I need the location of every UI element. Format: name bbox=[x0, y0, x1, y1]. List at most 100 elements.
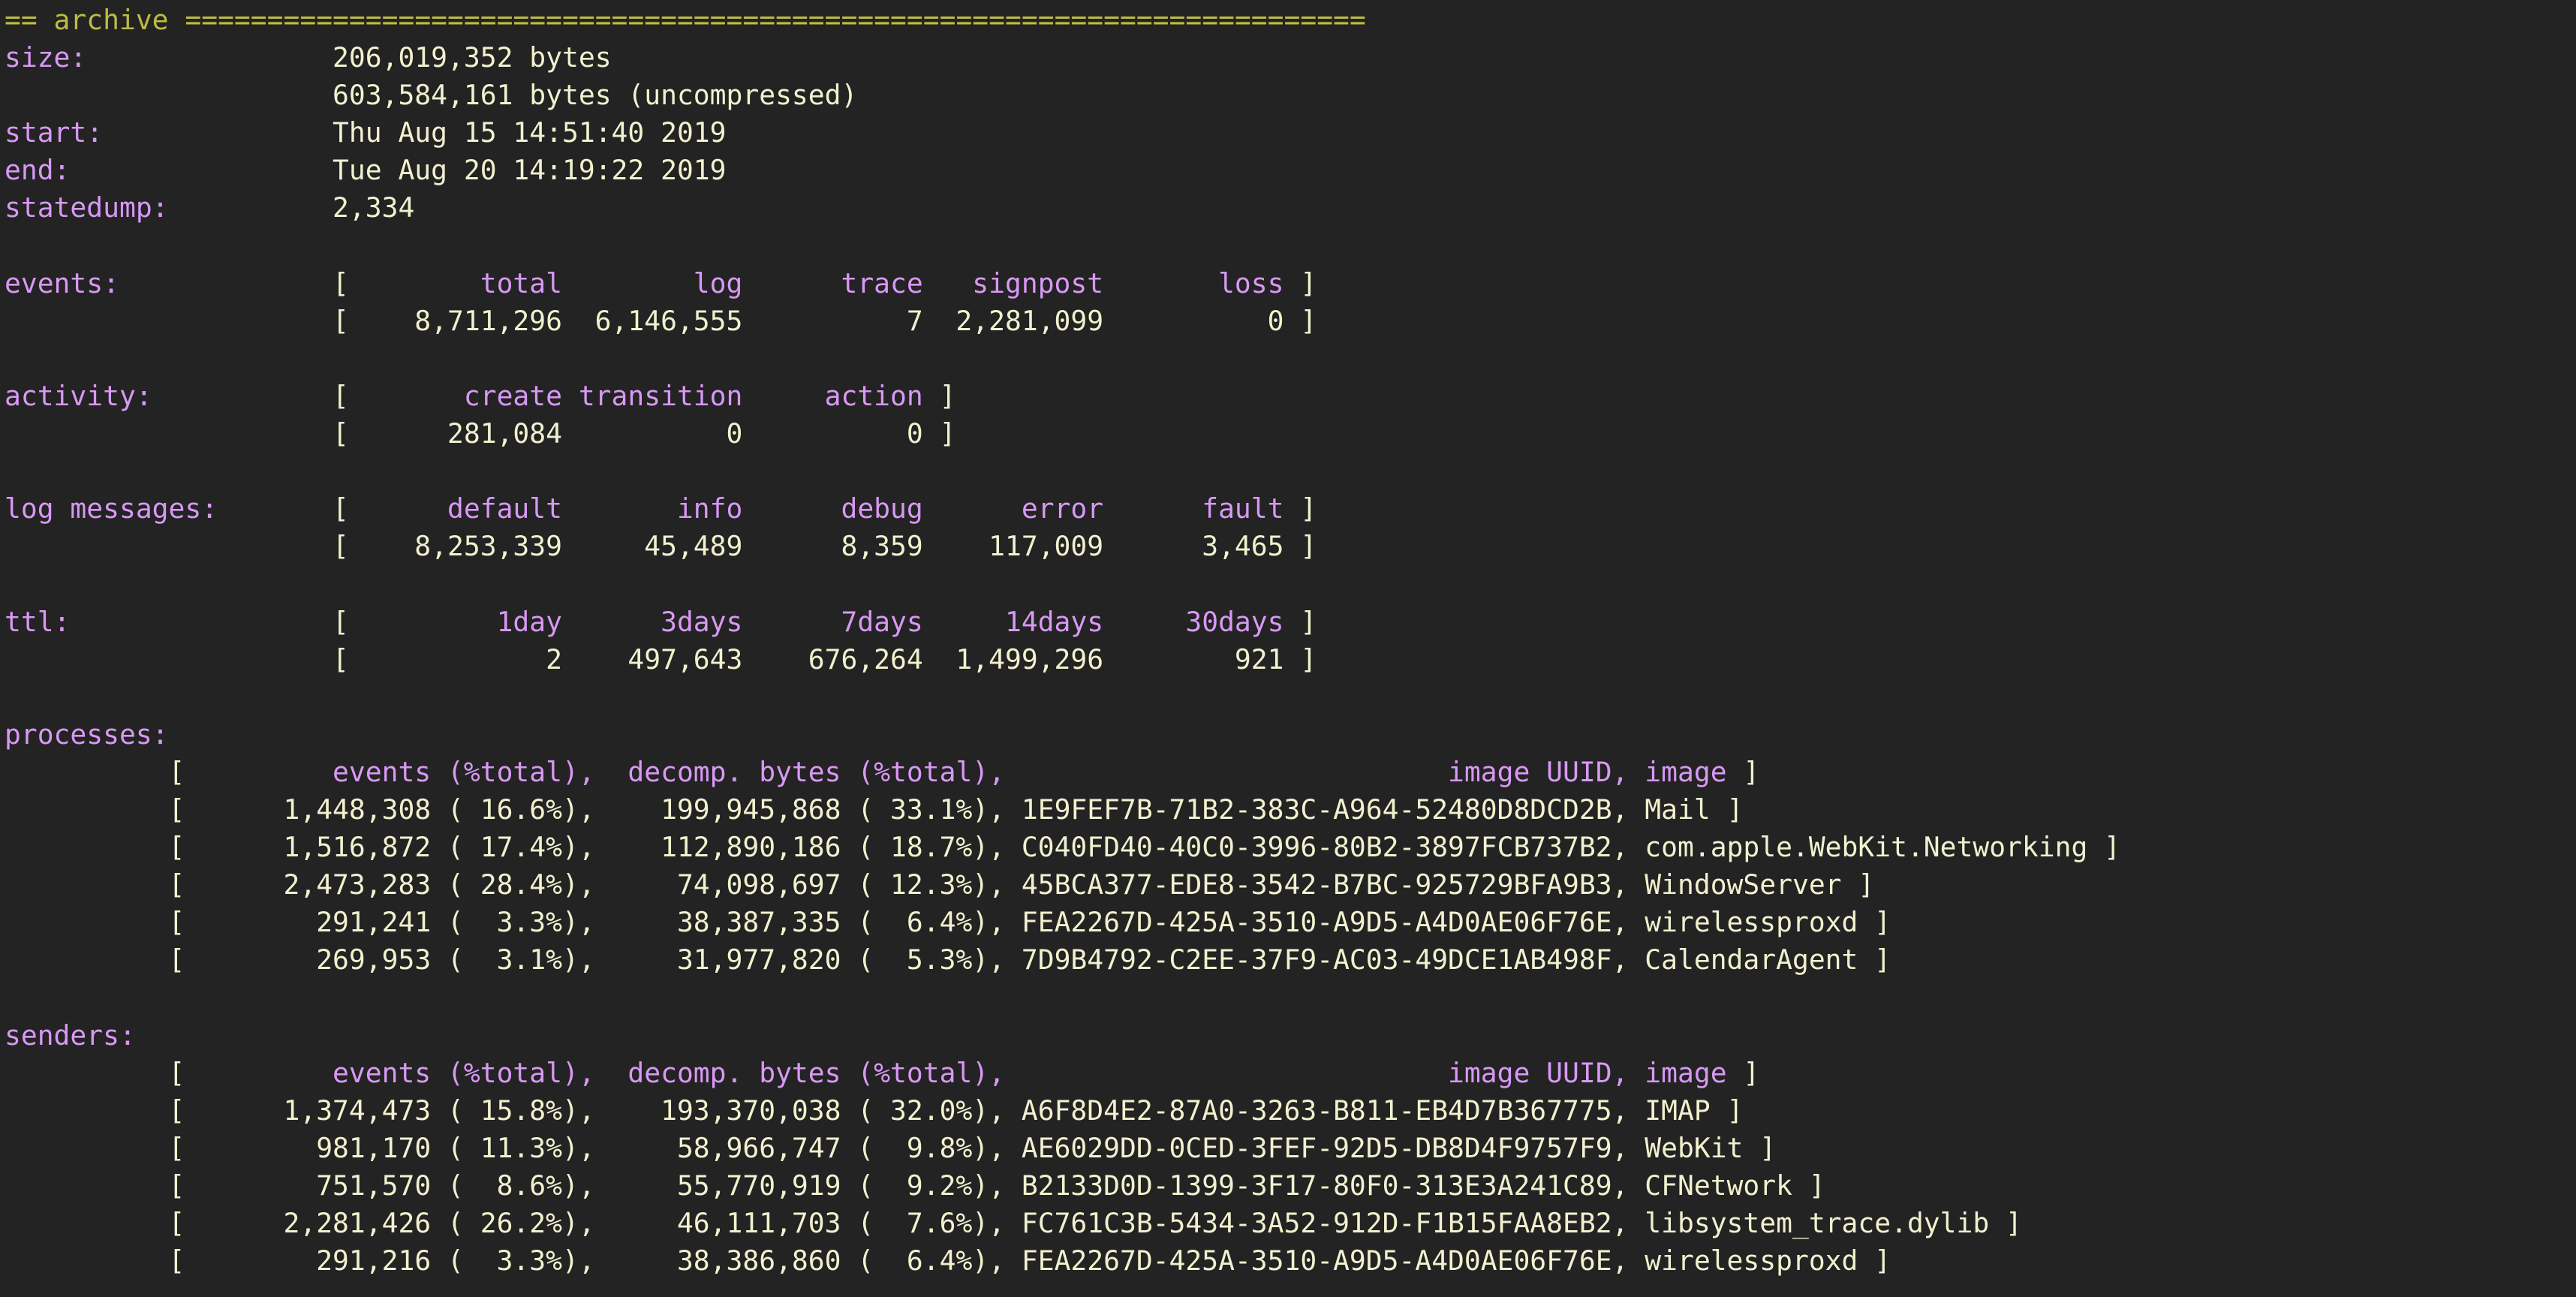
column-header-events: events bbox=[333, 755, 432, 788]
stats-tables: events:[ total log trace signpost loss ][ 8,… bbox=[5, 227, 2120, 1280]
column-header-uuid: image UUID bbox=[1448, 1056, 1612, 1089]
senders-table-row: [2,281,426 (26.2%), 46,111,703 (7.6%), FC… bbox=[5, 1205, 2120, 1242]
open-bracket: [ bbox=[5, 1169, 185, 1202]
size-uncompressed-line: 603,584,161 bytes (uncompressed) bbox=[5, 77, 2120, 114]
value-cell: 0 bbox=[726, 417, 743, 450]
events-percent: 3.3 bbox=[496, 906, 546, 939]
processes-table-row: [2,473,283 (28.4%), 74,098,697 (12.3%), 4… bbox=[5, 866, 2120, 904]
close-bracket: ] bbox=[1283, 642, 1317, 676]
percent-sign: %), bbox=[546, 943, 595, 977]
ttl-label: ttl: bbox=[5, 605, 71, 638]
close-bracket: ] bbox=[1283, 605, 1317, 638]
close-bracket: ] bbox=[1283, 530, 1317, 563]
events-count: 1,448,308 bbox=[283, 793, 432, 826]
percent-sign: %), bbox=[955, 868, 1022, 901]
column-header-uuid: image UUID bbox=[1448, 755, 1612, 788]
percent-sign: %), bbox=[546, 831, 595, 864]
blank-line bbox=[5, 979, 2120, 1016]
processes-label: processes: bbox=[5, 718, 169, 751]
decomp-bytes: 58,966,747 bbox=[676, 1131, 841, 1164]
column-header-bytes: decomp. bytes bbox=[627, 755, 841, 788]
processes-header-row: [events (%total), decomp. bytes (%total),… bbox=[5, 754, 2120, 791]
image-name: libsystem_trace.dylib bbox=[1645, 1207, 1990, 1239]
value-cell: 0 bbox=[906, 417, 923, 450]
image-uuid: 1E9FEF7B-71B2-383C-A964-52480D8DCD2B bbox=[1021, 793, 1612, 826]
comma: , bbox=[1612, 1056, 1645, 1089]
processes-table-row: [269,953 (3.1%), 31,977,820 (5.3%), 7D9B4… bbox=[5, 941, 2120, 979]
column-header-events-pct: (%total), bbox=[431, 755, 595, 788]
end-label: end: bbox=[5, 154, 71, 187]
blank-line bbox=[5, 340, 2120, 378]
decomp-bytes: 46,111,703 bbox=[676, 1207, 841, 1239]
image-uuid: B2133D0D-1399-3F17-80F0-313E3A241C89 bbox=[1021, 1169, 1612, 1202]
start-value: Thu Aug 15 14:51:40 2019 bbox=[333, 116, 727, 149]
decomp-bytes: 38,387,335 bbox=[676, 906, 841, 939]
events-count: 2,281,426 bbox=[283, 1207, 432, 1239]
close-bracket: ] bbox=[1283, 492, 1317, 525]
column-header: loss bbox=[1218, 266, 1284, 299]
paren: ( bbox=[431, 868, 464, 901]
image-uuid: 45BCA377-EDE8-3542-B7BC-925729BFA9B3 bbox=[1021, 868, 1612, 901]
value-cell: 0 bbox=[1267, 304, 1284, 337]
column-header: action bbox=[824, 379, 923, 412]
events-count: 751,570 bbox=[316, 1169, 432, 1202]
paren: ( bbox=[431, 906, 464, 939]
events-count: 1,374,473 bbox=[283, 1094, 432, 1127]
column-header: signpost bbox=[972, 266, 1104, 299]
ttl-values-row: [ 2 497,643 676,264 1,499,296 921 ] bbox=[5, 641, 2120, 679]
comma: , bbox=[1612, 1169, 1645, 1202]
image-uuid: A6F8D4E2-87A0-3263-B811-EB4D7B367775 bbox=[1021, 1094, 1612, 1127]
value-cell: 117,009 bbox=[989, 530, 1104, 563]
senders-table-row: [751,570 (8.6%), 55,770,919 (9.2%), B2133… bbox=[5, 1167, 2120, 1205]
column-header-image: image bbox=[1645, 1056, 1727, 1089]
open-bracket: [ bbox=[333, 492, 382, 525]
events-percent: 11.3 bbox=[480, 1131, 546, 1164]
events-values-row: [ 8,711,296 6,146,555 7 2,281,099 0 ] bbox=[5, 302, 2120, 340]
open-bracket: [ bbox=[5, 793, 185, 826]
size-line: size: 206,019,352 bytes bbox=[5, 39, 2120, 77]
column-header: 30days bbox=[1185, 605, 1284, 638]
paren: ( bbox=[841, 1244, 874, 1277]
open-bracket: [ bbox=[333, 530, 382, 563]
log-messages-label: log messages: bbox=[5, 492, 218, 525]
events-count: 291,241 bbox=[316, 906, 432, 939]
events-percent: 3.3 bbox=[496, 1244, 546, 1277]
column-header: transition bbox=[578, 379, 743, 412]
events-percent: 26.2 bbox=[480, 1207, 546, 1239]
percent-sign: %), bbox=[546, 868, 595, 901]
paren: ( bbox=[431, 1169, 464, 1202]
statedump-line: statedump: 2,334 bbox=[5, 189, 2120, 227]
column-header: info bbox=[676, 492, 743, 525]
statedump-label: statedump: bbox=[5, 191, 169, 224]
activity-label: activity: bbox=[5, 379, 152, 412]
decomp-bytes: 74,098,697 bbox=[676, 868, 841, 901]
image-name: com.apple.WebKit.Networking bbox=[1645, 831, 2088, 864]
column-header: fault bbox=[1202, 492, 1284, 525]
bytes-percent: 12.3 bbox=[890, 868, 956, 901]
events-percent: 8.6 bbox=[496, 1169, 546, 1202]
percent-sign: %), bbox=[955, 1244, 1022, 1277]
close-bracket: ] bbox=[1726, 1056, 1760, 1089]
image-name: wirelessproxd bbox=[1645, 906, 1858, 939]
percent-sign: %), bbox=[546, 1094, 595, 1127]
image-name: WebKit bbox=[1645, 1131, 1744, 1164]
events-count: 291,216 bbox=[316, 1244, 432, 1277]
bytes-percent: 6.4 bbox=[906, 906, 956, 939]
column-header: 7days bbox=[841, 605, 923, 638]
decomp-bytes: 193,370,038 bbox=[661, 1094, 841, 1127]
size-uncompressed: 603,584,161 bytes (uncompressed) bbox=[333, 79, 858, 112]
bytes-percent: 7.6 bbox=[906, 1207, 956, 1239]
open-bracket: [ bbox=[5, 1056, 185, 1089]
size-label: size: bbox=[5, 41, 87, 74]
image-name: wirelessproxd bbox=[1645, 1244, 1858, 1277]
value-cell: 2 bbox=[546, 642, 562, 676]
close-bracket: ] bbox=[2087, 831, 2121, 864]
processes-table-row: [1,516,872 (17.4%), 112,890,186 (18.7%), … bbox=[5, 829, 2121, 866]
open-bracket: [ bbox=[333, 642, 382, 676]
comma: , bbox=[1612, 1131, 1645, 1164]
percent-sign: %), bbox=[955, 1094, 1022, 1127]
events-count: 981,170 bbox=[316, 1131, 432, 1164]
activity-header-row: activity: [ create transition action ] bbox=[5, 378, 2120, 415]
open-bracket: [ bbox=[5, 755, 185, 788]
paren: ( bbox=[431, 793, 464, 826]
